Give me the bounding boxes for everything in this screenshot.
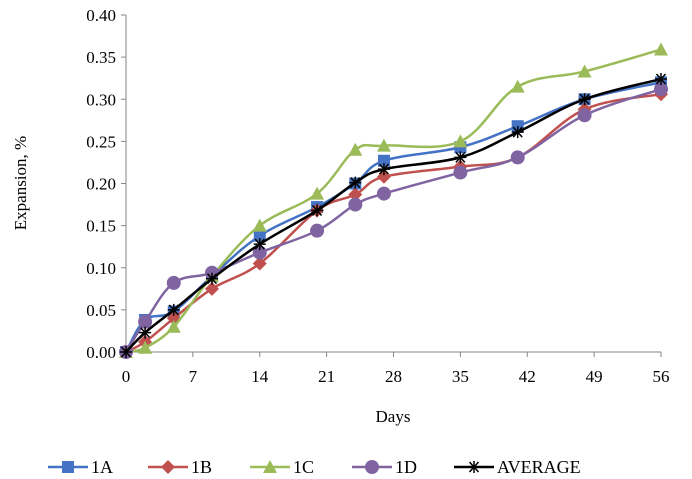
data-point-average (377, 163, 390, 176)
data-point-1d (166, 275, 181, 290)
legend-label-average: AVERAGE (497, 457, 581, 477)
x-tick-label: 0 (122, 367, 131, 386)
legend: 1A 1B 1C 1D AVERAGE (48, 457, 581, 477)
y-tick-label: 0.00 (86, 343, 116, 362)
x-axis-title: Days (376, 407, 411, 426)
data-point-average (349, 176, 362, 189)
data-point-average (655, 73, 667, 86)
data-point-1c (166, 319, 181, 333)
data-point-1d (510, 150, 525, 165)
legend-marker-1c (263, 460, 277, 473)
data-point-average (253, 238, 266, 251)
data-point-1d (310, 223, 325, 238)
legend-label-1d: 1D (395, 457, 417, 477)
data-point-average (578, 93, 591, 106)
data-point-average (139, 326, 152, 339)
x-axis-ticks: 0 7 14 21 28 35 42 49 56 (122, 352, 670, 386)
data-point-1d (577, 108, 592, 123)
y-tick-label: 0.15 (86, 217, 116, 236)
data-point-1d (453, 165, 468, 180)
data-point-1d (654, 82, 668, 97)
data-point-1c (510, 79, 525, 93)
legend-item-1b: 1B (148, 457, 212, 477)
legend-marker-1d (365, 460, 379, 474)
data-point-1b (204, 281, 219, 296)
y-axis-title: Expansion, % (11, 136, 30, 230)
data-point-1c (310, 186, 325, 200)
data-point-average (120, 346, 132, 358)
data-point-1c (252, 218, 267, 232)
y-tick-label: 0.30 (86, 90, 116, 109)
y-tick-label: 0.25 (86, 132, 116, 151)
legend-label-1c: 1C (293, 457, 314, 477)
data-point-1a (377, 154, 390, 167)
legend-item-1a: 1A (48, 457, 113, 477)
legend-label-1a: 1A (91, 457, 113, 477)
data-point-1c (376, 138, 391, 152)
data-point-1c (577, 64, 592, 78)
data-point-average (454, 151, 467, 164)
y-tick-label: 0.05 (86, 301, 116, 320)
legend-marker-1a (62, 461, 74, 473)
x-tick-label: 42 (519, 367, 536, 386)
y-axis-ticks: 0.00 0.05 0.10 0.15 0.20 0.25 0.30 0.35 0.40 (86, 6, 126, 362)
y-tick-label: 0.10 (86, 259, 116, 278)
data-point-average (167, 303, 180, 316)
data-point-1c (453, 134, 468, 148)
legend-item-1d: 1D (352, 457, 417, 477)
y-tick-label: 0.35 (86, 48, 116, 67)
x-tick-label: 56 (653, 367, 670, 386)
data-point-1d (376, 186, 391, 201)
legend-item-average: AVERAGE (454, 457, 581, 477)
data-point-1c (348, 142, 363, 156)
data-point-1b (252, 256, 267, 271)
x-tick-label: 14 (251, 367, 269, 386)
x-tick-label: 35 (452, 367, 469, 386)
legend-marker-average (468, 461, 480, 473)
data-point-1a (253, 229, 266, 242)
legend-item-1c: 1C (250, 457, 314, 477)
data-point-1b (348, 187, 363, 202)
y-tick-label: 0.20 (86, 175, 116, 194)
series-average (120, 73, 667, 358)
legend-marker-1b (161, 460, 175, 474)
data-point-average (511, 126, 524, 139)
plot-area: 0.00 0.05 0.10 0.15 0.20 0.25 0.30 0.35 0.40 0 7 1… (86, 6, 669, 386)
data-point-1d (138, 314, 153, 329)
x-tick-label: 28 (385, 367, 402, 386)
x-tick-label: 21 (318, 367, 335, 386)
data-point-1d (348, 197, 363, 212)
data-point-average (205, 272, 218, 285)
x-tick-label: 7 (189, 367, 198, 386)
data-point-average (311, 204, 324, 217)
data-point-1c (138, 340, 153, 354)
y-tick-label: 0.40 (86, 6, 116, 25)
legend-label-1b: 1B (191, 457, 212, 477)
data-point-1c (654, 42, 668, 56)
x-tick-label: 49 (586, 367, 603, 386)
series-layer (119, 42, 668, 359)
